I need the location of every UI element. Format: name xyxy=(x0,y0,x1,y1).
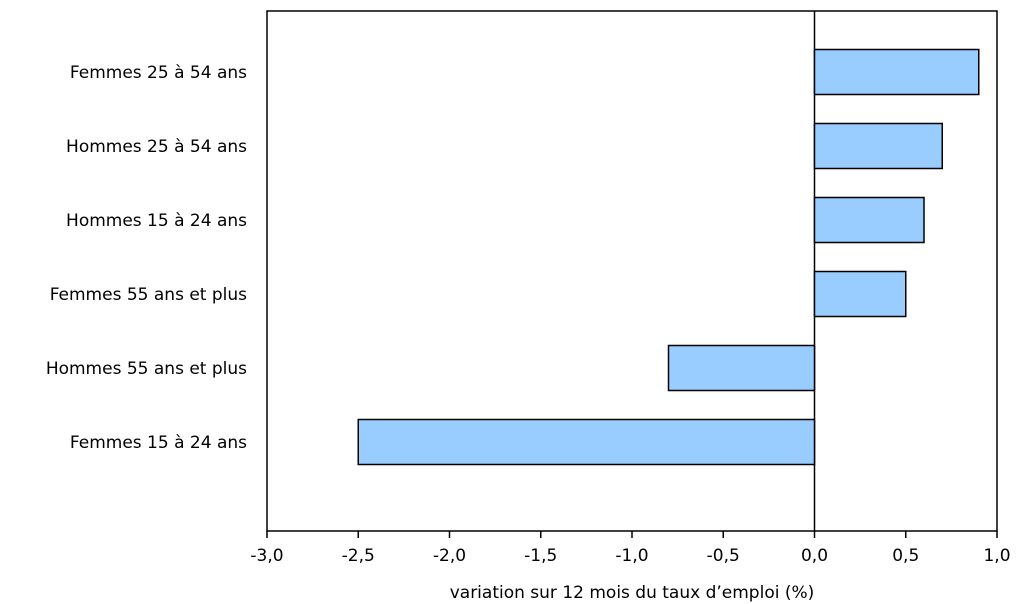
bar xyxy=(813,48,980,96)
x-axis-title: variation sur 12 mois du taux d’emploi (… xyxy=(450,583,815,603)
x-tick-label: -3,0 xyxy=(250,546,283,566)
category-label: Femmes 15 à 24 ans xyxy=(70,433,247,453)
bar xyxy=(813,122,943,170)
bar xyxy=(813,196,925,244)
x-tick-label: 1,0 xyxy=(983,546,1010,566)
x-tick-label: 0,5 xyxy=(892,546,919,566)
x-tick-label: -0,5 xyxy=(707,546,740,566)
category-label: Hommes 15 à 24 ans xyxy=(66,211,247,231)
category-label: Hommes 25 à 54 ans xyxy=(66,137,247,157)
bar xyxy=(357,418,816,466)
x-tick-label: -1,5 xyxy=(524,546,557,566)
bar xyxy=(813,270,907,318)
bar xyxy=(667,344,816,392)
category-label: Hommes 55 ans et plus xyxy=(46,359,247,379)
category-label: Femmes 55 ans et plus xyxy=(50,285,247,305)
x-tick-label: -1,0 xyxy=(615,546,648,566)
category-label: Femmes 25 à 54 ans xyxy=(70,63,247,83)
category-labels: Femmes 25 à 54 ans Hommes 25 à 54 ans Homm… xyxy=(46,63,247,453)
bars-group xyxy=(357,48,980,466)
x-tick-label: -2,5 xyxy=(342,546,375,566)
x-tick-label: 0,0 xyxy=(801,546,828,566)
x-axis-ticks: -3,0 -2,5 -2,0 -1,5 -1,0 -0,5 0,0 0,5 1,0 xyxy=(250,531,1011,566)
x-tick-label: -2,0 xyxy=(433,546,466,566)
